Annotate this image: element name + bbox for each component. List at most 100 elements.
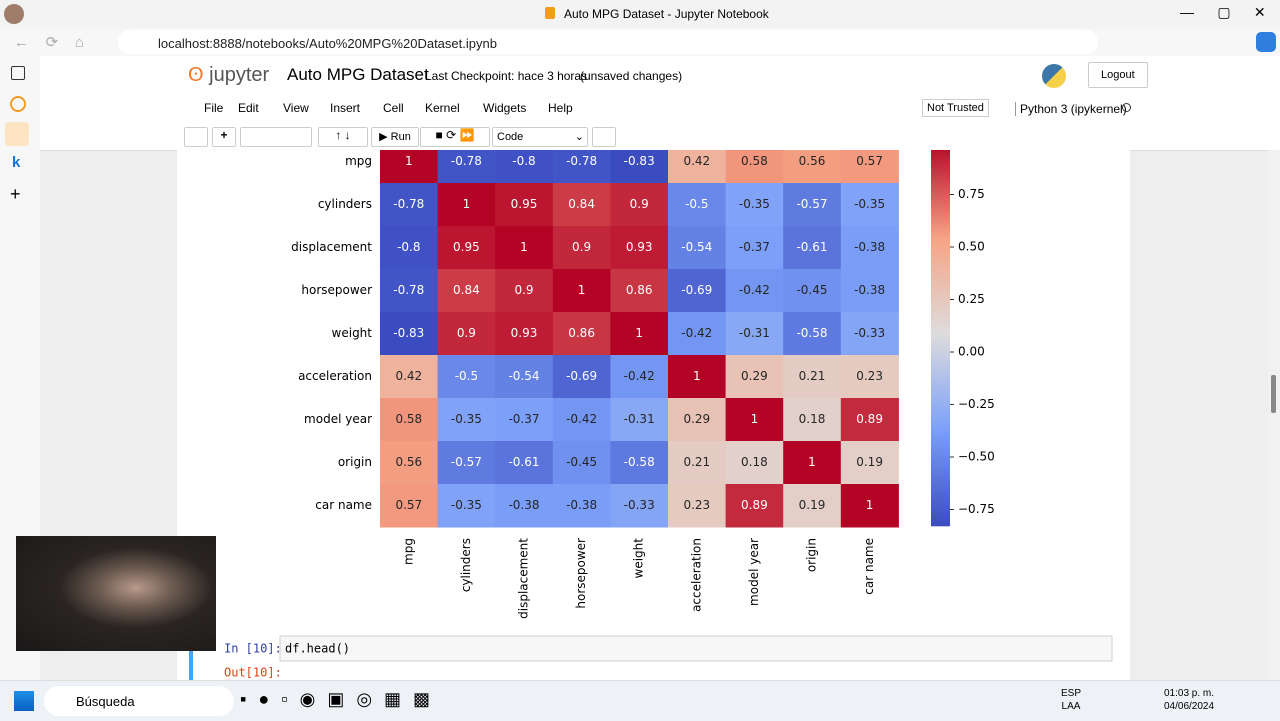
cell-label: 0.9	[630, 197, 649, 211]
cell-label: 0.56	[395, 455, 422, 469]
save-button[interactable]	[184, 127, 208, 147]
heatmap-cell	[495, 484, 554, 528]
heatmap-cell	[668, 441, 727, 485]
menu-item[interactable]: Cell	[383, 101, 404, 115]
webcam-overlay	[16, 536, 216, 651]
sidebar-icon[interactable]	[5, 122, 29, 146]
menu-item[interactable]: Help	[548, 101, 573, 115]
heatmap-cell	[437, 398, 496, 442]
notebook-title[interactable]: Auto MPG Dataset	[287, 65, 429, 84]
colorbar-tick-label: −0.50	[958, 450, 995, 464]
scrollbar[interactable]	[1268, 150, 1280, 680]
cell-label: -0.69	[566, 369, 597, 383]
cell-label: -0.69	[681, 283, 712, 297]
nav-buttons[interactable]: ← ⟳ ⌂	[14, 34, 84, 51]
colorbar-tick-label: 0.25	[958, 292, 985, 306]
heatmap-cell	[783, 150, 842, 184]
heatmap-cell	[495, 312, 554, 356]
taskbar-apps[interactable]: ▪●▫◉▣◎▦▩	[240, 689, 443, 709]
cell-label: -0.45	[566, 455, 597, 469]
cell-label: 0.29	[683, 412, 710, 426]
heatmap-cell	[725, 312, 784, 356]
cell-label: -0.31	[624, 412, 655, 426]
cell-type-select[interactable]: Code ⌄	[492, 127, 588, 147]
notebook-content: In [10]: df.head() Out[10]: mpg 1 -0.78 -0.…	[177, 150, 1280, 680]
move-buttons[interactable]: ↑ ↓	[318, 127, 368, 147]
cell-label: -0.54	[508, 369, 539, 383]
sidebar-icon[interactable]: k	[12, 154, 21, 171]
in-prompt: In [10]:	[224, 642, 282, 656]
cell-label: 0.9	[572, 240, 591, 254]
edit-buttons[interactable]	[240, 127, 312, 147]
code-input[interactable]	[279, 635, 1113, 662]
heatmap-cell	[610, 150, 669, 184]
heatmap-cell	[668, 226, 727, 270]
menu-item[interactable]: Edit	[238, 101, 259, 115]
heatmap-cell	[783, 269, 842, 313]
checkpoint: Last Checkpoint: hace 3 horas	[425, 69, 588, 83]
menu-bar: File Edit View Insert Cell Kernel Widgets Help	[184, 94, 1138, 122]
heatmap-cell	[610, 398, 669, 442]
heatmap-cell	[610, 441, 669, 485]
cell-label: -0.35	[739, 197, 770, 211]
search-box[interactable]: Búsqueda	[44, 686, 234, 716]
heatmap-cell	[380, 312, 439, 356]
menu-item[interactable]: File	[204, 101, 224, 115]
cell-label: 1	[693, 369, 701, 383]
menu-item[interactable]: Kernel	[425, 101, 460, 115]
cell-label: 0.57	[395, 498, 422, 512]
cell-label: 0.21	[683, 455, 710, 469]
heatmap-cell	[783, 355, 842, 399]
add-cell-button[interactable]: +	[212, 127, 236, 147]
heatmap-cell	[840, 398, 899, 442]
scrollbar-thumb[interactable]	[1271, 375, 1276, 413]
copilot-icon[interactable]	[1256, 32, 1276, 52]
sidebar-icon[interactable]	[10, 96, 26, 112]
heatmap-cell	[552, 269, 611, 313]
run-button[interactable]: ▶ Run	[371, 127, 419, 147]
kernel-buttons[interactable]: ■ ⟳ ⏩	[420, 127, 490, 147]
out-prompt: Out[10]:	[224, 666, 282, 680]
profile-avatar[interactable]	[4, 4, 24, 24]
cell-label: -0.61	[508, 455, 539, 469]
clock[interactable]: 01:03 p. m. 04/06/2024	[1164, 687, 1214, 713]
heatmap-cell	[552, 150, 611, 184]
menu-item[interactable]: Widgets	[483, 101, 527, 115]
heatmap-cell	[840, 150, 899, 184]
trust-indicator[interactable]: Not Trusted	[922, 99, 989, 117]
heatmap-cell	[610, 269, 669, 313]
heatmap-cell	[840, 226, 899, 270]
sidebar-add[interactable]: +	[10, 184, 21, 204]
kernel-indicator: Python 3 (ipykernel)	[1015, 102, 1127, 116]
menu-item[interactable]: Insert	[330, 101, 361, 115]
window-controls[interactable]: — ▢ ✕	[1180, 4, 1266, 20]
sidebar-icon[interactable]	[11, 66, 25, 80]
heatmap-cell	[668, 269, 727, 313]
cell-label: -0.58	[624, 455, 655, 469]
cell-label: -0.78	[393, 197, 424, 211]
jupyter-logo[interactable]: ʘ jupyter	[188, 64, 270, 86]
heatmap-cell	[437, 183, 496, 227]
heatmap-cell	[437, 441, 496, 485]
language[interactable]: ESP LAA	[1061, 687, 1081, 713]
heatmap-cell	[668, 150, 727, 184]
cell-label: 0.23	[856, 369, 883, 383]
menu-item[interactable]: View	[283, 101, 309, 115]
cell-type: Code	[497, 131, 524, 143]
heatmap-cell	[552, 183, 611, 227]
cell-label: 0.56	[799, 154, 826, 168]
cell-label: 0.9	[514, 283, 533, 297]
cell-label: 0.58	[395, 412, 422, 426]
keyboard-button[interactable]	[592, 127, 616, 147]
heatmap-cell	[783, 226, 842, 270]
cell-label: -0.57	[451, 455, 482, 469]
cell-label: -0.58	[796, 326, 827, 340]
start-button[interactable]	[14, 691, 34, 711]
address-bar[interactable]: localhost:8888/notebooks/Auto%20MPG%20Da…	[118, 30, 1098, 54]
logout-button[interactable]: Logout	[1088, 62, 1148, 88]
heatmap-cell	[725, 269, 784, 313]
cell-label: 0.84	[568, 197, 595, 211]
taskbar: Búsqueda ▪●▫◉▣◎▦▩ ESP LAA 01:03 p. m. 04/0…	[0, 680, 1280, 721]
heatmap-cell	[668, 398, 727, 442]
row-label: mpg	[345, 154, 372, 168]
